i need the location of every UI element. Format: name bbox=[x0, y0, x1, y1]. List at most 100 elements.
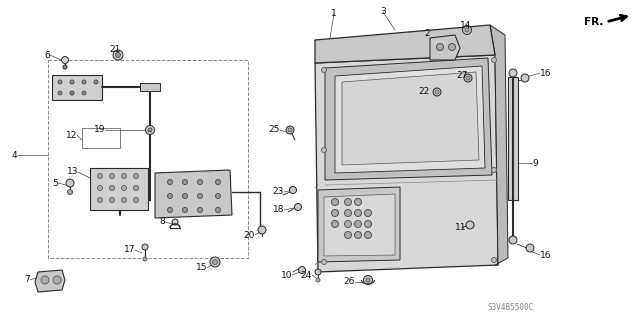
Polygon shape bbox=[342, 72, 479, 165]
Bar bbox=[82, 128, 120, 148]
Circle shape bbox=[168, 207, 173, 212]
Circle shape bbox=[109, 174, 115, 179]
Circle shape bbox=[258, 226, 266, 234]
Text: 17: 17 bbox=[124, 246, 135, 255]
Polygon shape bbox=[325, 58, 492, 180]
Polygon shape bbox=[430, 35, 460, 60]
Circle shape bbox=[355, 232, 362, 239]
Text: 19: 19 bbox=[93, 125, 105, 135]
Circle shape bbox=[115, 53, 120, 57]
Text: 26: 26 bbox=[344, 278, 355, 286]
Circle shape bbox=[94, 80, 98, 84]
Circle shape bbox=[332, 198, 339, 205]
Circle shape bbox=[66, 179, 74, 187]
Circle shape bbox=[82, 91, 86, 95]
Polygon shape bbox=[52, 75, 102, 100]
Circle shape bbox=[82, 80, 86, 84]
Polygon shape bbox=[335, 66, 485, 173]
Polygon shape bbox=[140, 83, 160, 91]
Circle shape bbox=[321, 147, 326, 152]
Text: 23: 23 bbox=[273, 188, 284, 197]
Circle shape bbox=[355, 198, 362, 205]
Text: 13: 13 bbox=[67, 167, 78, 176]
Circle shape bbox=[466, 76, 470, 80]
Text: 8: 8 bbox=[159, 218, 165, 226]
Circle shape bbox=[182, 180, 188, 184]
Polygon shape bbox=[324, 194, 395, 256]
Circle shape bbox=[316, 278, 320, 282]
Circle shape bbox=[122, 174, 127, 179]
Circle shape bbox=[526, 244, 534, 252]
Circle shape bbox=[198, 180, 202, 184]
Circle shape bbox=[182, 207, 188, 212]
Circle shape bbox=[298, 266, 305, 273]
Circle shape bbox=[365, 220, 371, 227]
Circle shape bbox=[449, 43, 456, 50]
Circle shape bbox=[212, 259, 218, 264]
Circle shape bbox=[365, 210, 371, 217]
Circle shape bbox=[168, 180, 173, 184]
Circle shape bbox=[216, 207, 221, 212]
Polygon shape bbox=[490, 25, 508, 265]
Text: 11: 11 bbox=[454, 222, 466, 232]
Circle shape bbox=[321, 68, 326, 72]
Circle shape bbox=[172, 219, 178, 225]
Circle shape bbox=[464, 74, 472, 82]
Circle shape bbox=[97, 174, 102, 179]
Circle shape bbox=[97, 197, 102, 203]
Circle shape bbox=[364, 276, 372, 285]
Circle shape bbox=[109, 197, 115, 203]
Circle shape bbox=[53, 276, 61, 284]
Circle shape bbox=[70, 91, 74, 95]
Circle shape bbox=[61, 56, 68, 63]
Text: 16: 16 bbox=[540, 250, 552, 259]
Text: 18: 18 bbox=[273, 205, 284, 214]
Text: 7: 7 bbox=[24, 276, 30, 285]
Circle shape bbox=[465, 28, 469, 32]
Text: 1: 1 bbox=[331, 10, 337, 19]
Circle shape bbox=[198, 194, 202, 198]
Text: 10: 10 bbox=[280, 271, 292, 279]
Circle shape bbox=[216, 194, 221, 198]
Circle shape bbox=[58, 91, 62, 95]
Text: 25: 25 bbox=[269, 125, 280, 135]
Circle shape bbox=[58, 80, 62, 84]
Circle shape bbox=[344, 232, 351, 239]
Circle shape bbox=[294, 204, 301, 211]
Text: FR.: FR. bbox=[584, 17, 603, 27]
Circle shape bbox=[435, 90, 439, 94]
Text: 14: 14 bbox=[460, 20, 472, 29]
Circle shape bbox=[315, 269, 321, 275]
Text: 24: 24 bbox=[301, 271, 312, 279]
Text: 15: 15 bbox=[195, 263, 207, 272]
Circle shape bbox=[198, 207, 202, 212]
Circle shape bbox=[286, 126, 294, 134]
Circle shape bbox=[41, 276, 49, 284]
Polygon shape bbox=[155, 170, 232, 218]
Circle shape bbox=[344, 210, 351, 217]
Circle shape bbox=[288, 128, 292, 132]
Circle shape bbox=[168, 194, 173, 198]
Text: 4: 4 bbox=[12, 151, 17, 160]
Text: 21: 21 bbox=[109, 46, 121, 55]
Circle shape bbox=[109, 186, 115, 190]
Circle shape bbox=[344, 220, 351, 227]
Circle shape bbox=[344, 198, 351, 205]
Circle shape bbox=[466, 221, 474, 229]
Circle shape bbox=[355, 210, 362, 217]
Circle shape bbox=[97, 186, 102, 190]
Circle shape bbox=[122, 197, 127, 203]
Circle shape bbox=[145, 125, 154, 135]
Circle shape bbox=[63, 65, 67, 69]
Text: 2: 2 bbox=[424, 28, 430, 38]
Circle shape bbox=[113, 50, 123, 60]
Text: 5: 5 bbox=[52, 179, 58, 188]
Polygon shape bbox=[315, 55, 498, 272]
Circle shape bbox=[332, 210, 339, 217]
Circle shape bbox=[463, 26, 472, 34]
Circle shape bbox=[355, 220, 362, 227]
Circle shape bbox=[143, 257, 147, 261]
Polygon shape bbox=[315, 25, 495, 63]
Circle shape bbox=[366, 278, 370, 282]
Text: 3: 3 bbox=[380, 8, 386, 17]
